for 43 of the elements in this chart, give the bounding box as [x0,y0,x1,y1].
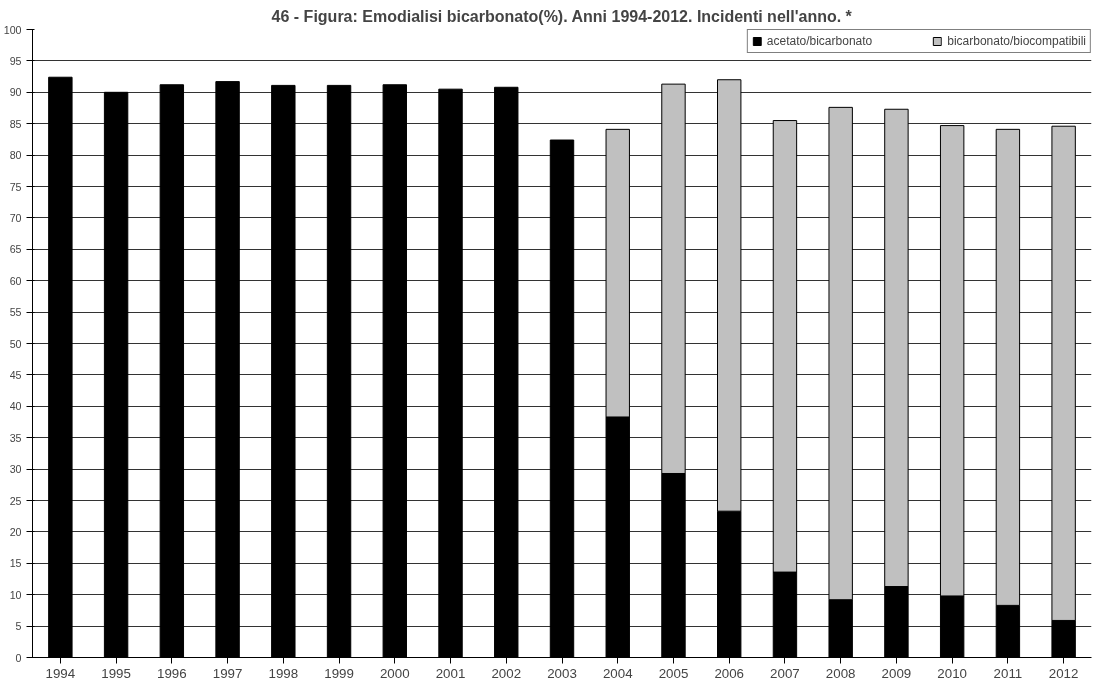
legend-label: bicarbonato/biocompatibili [947,34,1086,48]
y-tick-label: 40 [9,400,22,413]
y-tick-label: 100 [3,23,22,36]
x-tick-label: 2005 [658,665,689,680]
x-tick-label: 1997 [212,665,243,680]
x-tick-label: 2008 [825,665,856,680]
y-tick-label: 85 [9,117,22,130]
x-tick-label: 2007 [770,665,800,680]
y-tick-label: 35 [9,431,22,444]
x-tick-label: 2011 [993,665,1023,680]
x-tick-label: 2003 [547,665,577,680]
y-tick-label: 25 [9,494,22,507]
y-tick-label: 55 [9,306,22,319]
x-tick-label: 1994 [45,665,76,680]
x-tick-label: 1999 [324,665,354,680]
y-tick-label: 30 [9,463,22,476]
x-tick-label: 2002 [491,665,522,680]
chart-title: 46 - Figura: Emodialisi bicarbonato(%). Anni 1994-2012. Incidenti nell'anno. * [271,7,853,25]
x-tick-label: 2000 [379,665,410,680]
x-tick-label: 2004 [602,665,634,680]
y-tick-label: 5 [15,620,22,633]
y-tick-label: 70 [9,211,22,224]
x-tick-label: 1996 [157,665,187,680]
x-tick-label: 2009 [881,665,912,680]
x-tick-label: 2006 [714,665,745,680]
y-tick-label: 95 [9,54,22,67]
y-tick-label: 75 [9,180,22,193]
y-tick-label: 60 [9,274,22,287]
legend-label: acetato/bicarbonato [766,34,873,48]
x-tick-label: 1995 [101,665,131,680]
y-tick-label: 50 [9,337,22,350]
y-tick-label: 10 [9,588,22,601]
y-tick-label: 65 [9,243,22,256]
y-tick-label: 90 [9,86,22,99]
y-tick-label: 15 [9,557,22,570]
x-tick-label: 2010 [937,665,967,680]
x-tick-label: 2001 [435,665,466,680]
y-tick-label: 0 [15,651,22,664]
y-tick-label: 80 [9,149,22,162]
x-tick-label: 1998 [268,665,299,680]
y-tick-label: 45 [9,368,22,381]
y-tick-label: 20 [9,525,22,538]
x-tick-label: 2012 [1048,665,1079,680]
